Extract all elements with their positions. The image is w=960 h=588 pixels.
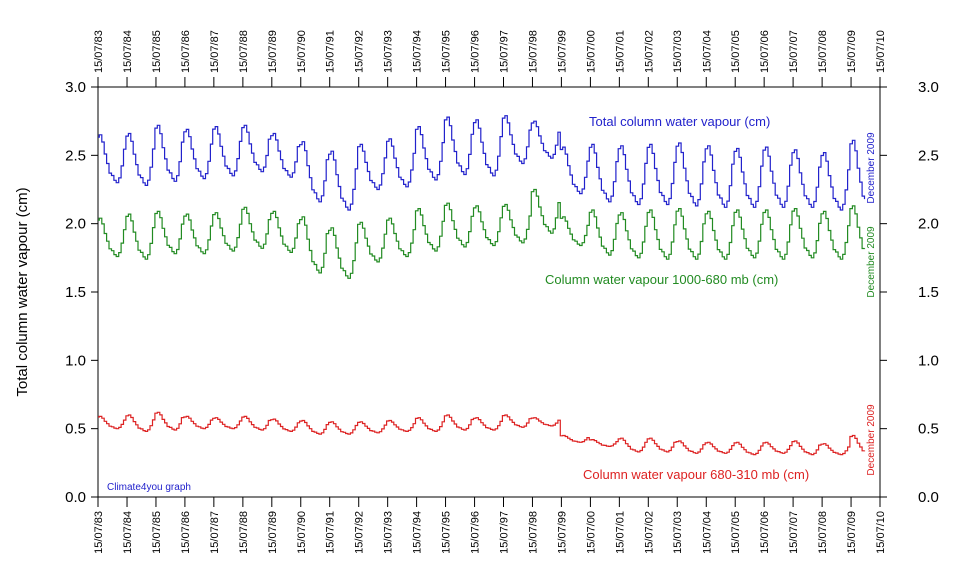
x-tick-label-top: 15/07/94: [412, 30, 424, 73]
plot-frame: [97, 86, 881, 498]
x-tick-label-bottom: 15/07/07: [788, 511, 800, 554]
x-tick-label-bottom: 15/07/87: [209, 511, 221, 554]
x-tick-label-top: 15/07/01: [614, 30, 626, 73]
series-layer: [98, 115, 866, 456]
x-tick-label-top: 15/07/87: [209, 30, 221, 73]
end-label-lower: December 2009: [866, 226, 877, 298]
x-tick-label-top: 15/07/84: [122, 30, 134, 73]
x-tick-label-top: 15/07/91: [325, 30, 337, 73]
x-tick-label-bottom: 15/07/95: [441, 511, 453, 554]
x-tick-label-bottom: 15/07/09: [846, 511, 858, 554]
y-tick-label-left: 2.5: [65, 147, 86, 164]
x-tick-label-top: 15/07/88: [238, 30, 250, 73]
x-tick-label-top: 15/07/89: [267, 30, 279, 73]
x-tick-label-bottom: 15/07/02: [643, 511, 655, 554]
x-tick-label-top: 15/07/83: [93, 30, 105, 73]
x-tick-label-bottom: 15/07/05: [730, 511, 742, 554]
x-tick-label-top: 15/07/04: [701, 30, 713, 73]
x-tick-label-bottom: 15/07/89: [267, 511, 279, 554]
x-tick-label-bottom: 15/07/86: [180, 511, 192, 554]
x-tick-label-top: 15/07/95: [441, 30, 453, 73]
series-line-2: [98, 411, 866, 456]
x-tick-label-top: 15/07/96: [470, 30, 482, 73]
y-tick-label-left: 0.0: [65, 489, 86, 506]
x-tick-label-bottom: 15/07/00: [585, 511, 597, 554]
x-tick-label-bottom: 15/07/85: [151, 511, 163, 554]
x-tick-label-bottom: 15/07/06: [759, 511, 771, 554]
x-tick-label-top: 15/07/85: [151, 30, 163, 73]
x-tick-label-top: 15/07/10: [875, 30, 887, 73]
x-tick-label-bottom: 15/07/84: [122, 511, 134, 554]
ticks-layer: 0.0 0.0 0.5 0.5 1.0 1.0 1.5 1.5 2.0 2.0 2.5 2.5 3.0 3…: [65, 30, 939, 554]
y-tick-label-left: 1.0: [65, 352, 86, 369]
x-tick-label-top: 15/07/97: [499, 30, 511, 73]
y-tick-label-right: 0.0: [918, 489, 939, 506]
y-tick-label-left: 3.0: [65, 79, 86, 96]
x-tick-label-top: 15/07/93: [383, 30, 395, 73]
y-tick-label-right: 1.5: [918, 284, 939, 301]
x-tick-label-top: 15/07/99: [556, 30, 568, 73]
x-tick-label-bottom: 15/07/96: [470, 511, 482, 554]
x-tick-label-bottom: 15/07/94: [412, 511, 424, 554]
y-tick-label-right: 2.5: [918, 147, 939, 164]
series-line-0: [98, 115, 866, 211]
x-tick-label-bottom: 15/07/08: [817, 511, 829, 554]
series-line-1: [98, 188, 866, 279]
x-tick-label-bottom: 15/07/98: [527, 511, 539, 554]
series-label-lower: Column water vapour 1000-680 mb (cm): [545, 272, 778, 287]
x-tick-label-top: 15/07/03: [672, 30, 684, 73]
x-tick-label-bottom: 15/07/83: [93, 511, 105, 554]
end-label-upper: December 2009: [866, 404, 877, 476]
x-tick-label-top: 15/07/02: [643, 30, 655, 73]
y-tick-label-left: 2.0: [65, 216, 86, 233]
y-tick-label-right: 0.5: [918, 421, 939, 438]
credit-label: Climate4you graph: [107, 482, 191, 493]
x-tick-label-bottom: 15/07/03: [672, 511, 684, 554]
series-label-total: Total column water vapour (cm): [589, 114, 770, 129]
x-tick-label-top: 15/07/90: [296, 30, 308, 73]
y-tick-label-right: 3.0: [918, 79, 939, 96]
x-tick-label-top: 15/07/92: [354, 30, 366, 73]
y-tick-label-right: 2.0: [918, 216, 939, 233]
x-tick-label-top: 15/07/07: [788, 30, 800, 73]
x-tick-label-bottom: 15/07/01: [614, 511, 626, 554]
x-tick-label-top: 15/07/00: [585, 30, 597, 73]
y-tick-label-left: 1.5: [65, 284, 86, 301]
x-tick-label-bottom: 15/07/93: [383, 511, 395, 554]
x-tick-label-top: 15/07/98: [527, 30, 539, 73]
x-tick-label-bottom: 15/07/04: [701, 511, 713, 554]
x-tick-label-top: 15/07/08: [817, 30, 829, 73]
x-tick-label-bottom: 15/07/91: [325, 511, 337, 554]
x-tick-label-top: 15/07/06: [759, 30, 771, 73]
y-tick-label-left: 0.5: [65, 421, 86, 438]
x-tick-label-bottom: 15/07/99: [556, 511, 568, 554]
x-tick-label-top: 15/07/05: [730, 30, 742, 73]
series-label-upper: Column water vapour 680-310 mb (cm): [583, 467, 809, 482]
x-tick-label-bottom: 15/07/90: [296, 511, 308, 554]
y-axis-title: Total column water vapour (cm): [14, 187, 31, 396]
end-label-total: December 2009: [866, 132, 877, 204]
x-tick-label-bottom: 15/07/88: [238, 511, 250, 554]
x-tick-label-top: 15/07/09: [846, 30, 858, 73]
x-tick-label-bottom: 15/07/10: [875, 511, 887, 554]
x-tick-label-bottom: 15/07/92: [354, 511, 366, 554]
x-tick-label-top: 15/07/86: [180, 30, 192, 73]
y-tick-label-right: 1.0: [918, 352, 939, 369]
x-tick-label-bottom: 15/07/97: [499, 511, 511, 554]
